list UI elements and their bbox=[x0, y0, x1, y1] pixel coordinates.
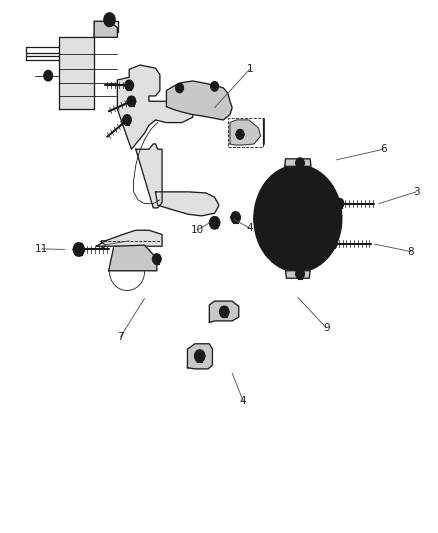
Circle shape bbox=[236, 130, 244, 139]
Polygon shape bbox=[117, 65, 193, 149]
Circle shape bbox=[335, 198, 344, 209]
Text: 7: 7 bbox=[117, 332, 124, 342]
Circle shape bbox=[106, 15, 113, 24]
Polygon shape bbox=[155, 192, 219, 216]
Circle shape bbox=[209, 216, 220, 229]
Circle shape bbox=[123, 115, 131, 125]
Circle shape bbox=[231, 212, 240, 223]
Circle shape bbox=[236, 130, 244, 139]
Circle shape bbox=[265, 214, 272, 223]
Polygon shape bbox=[230, 120, 261, 145]
Text: 4: 4 bbox=[240, 396, 247, 406]
Circle shape bbox=[73, 243, 85, 256]
Polygon shape bbox=[96, 230, 162, 246]
Circle shape bbox=[259, 208, 277, 229]
Polygon shape bbox=[109, 245, 157, 271]
Circle shape bbox=[211, 82, 219, 91]
Polygon shape bbox=[59, 21, 118, 109]
Text: 3: 3 bbox=[413, 187, 420, 197]
Text: 11: 11 bbox=[35, 244, 48, 254]
Polygon shape bbox=[285, 159, 311, 166]
Text: 1: 1 bbox=[246, 64, 253, 74]
Polygon shape bbox=[136, 144, 162, 208]
Text: 8: 8 bbox=[407, 247, 414, 256]
Circle shape bbox=[255, 166, 341, 271]
Circle shape bbox=[127, 96, 136, 107]
Text: 4: 4 bbox=[246, 223, 253, 233]
Polygon shape bbox=[286, 271, 310, 278]
Circle shape bbox=[254, 201, 282, 236]
Text: 6: 6 bbox=[380, 144, 387, 154]
Circle shape bbox=[219, 306, 229, 318]
Circle shape bbox=[285, 203, 311, 235]
Polygon shape bbox=[166, 81, 232, 120]
Circle shape bbox=[328, 238, 337, 249]
Text: 5: 5 bbox=[99, 240, 106, 250]
Circle shape bbox=[291, 210, 305, 227]
Circle shape bbox=[276, 192, 320, 245]
Text: 9: 9 bbox=[323, 323, 330, 333]
Polygon shape bbox=[209, 301, 239, 322]
Circle shape bbox=[296, 269, 304, 279]
Circle shape bbox=[254, 165, 342, 272]
Circle shape bbox=[125, 80, 134, 91]
Text: 10: 10 bbox=[191, 225, 204, 235]
Circle shape bbox=[194, 350, 205, 362]
Circle shape bbox=[269, 184, 326, 253]
Circle shape bbox=[44, 70, 53, 81]
Circle shape bbox=[262, 175, 334, 262]
Circle shape bbox=[104, 13, 115, 27]
Circle shape bbox=[176, 83, 184, 93]
Circle shape bbox=[152, 254, 161, 264]
Polygon shape bbox=[94, 21, 117, 37]
Circle shape bbox=[296, 158, 304, 168]
Polygon shape bbox=[187, 344, 212, 369]
